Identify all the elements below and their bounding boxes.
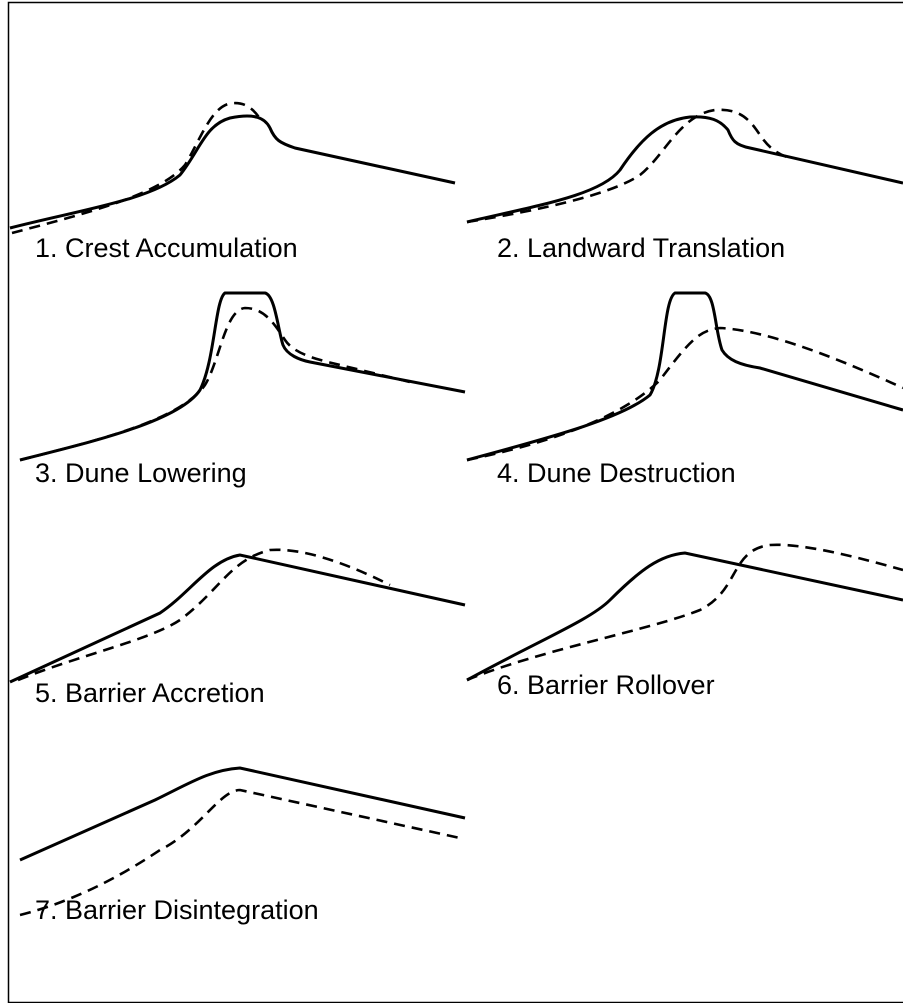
pre-storm-profile	[19, 788, 461, 917]
post-storm-profile	[9, 553, 466, 684]
pre-storm-profile	[17, 548, 391, 682]
panel-label: 5. Barrier Accretion	[35, 678, 265, 708]
pre-storm-profile	[19, 306, 411, 462]
post-storm-profile	[9, 114, 456, 230]
panel-label: 3. Dune Lowering	[35, 458, 247, 488]
panel-label: 7. Barrier Disintegration	[35, 895, 319, 925]
post-storm-profile	[466, 551, 903, 682]
pre-storm-profile	[11, 101, 264, 235]
pre-storm-profile	[466, 543, 903, 682]
panel-label: 1. Crest Accumulation	[35, 233, 298, 263]
post-storm-profile	[466, 115, 903, 224]
pre-storm-profile	[466, 326, 903, 462]
panel-label: 6. Barrier Rollover	[497, 670, 715, 700]
panel-label: 2. Landward Translation	[497, 233, 785, 263]
post-storm-profile	[19, 766, 466, 862]
panel-label: 4. Dune Destruction	[497, 458, 736, 488]
